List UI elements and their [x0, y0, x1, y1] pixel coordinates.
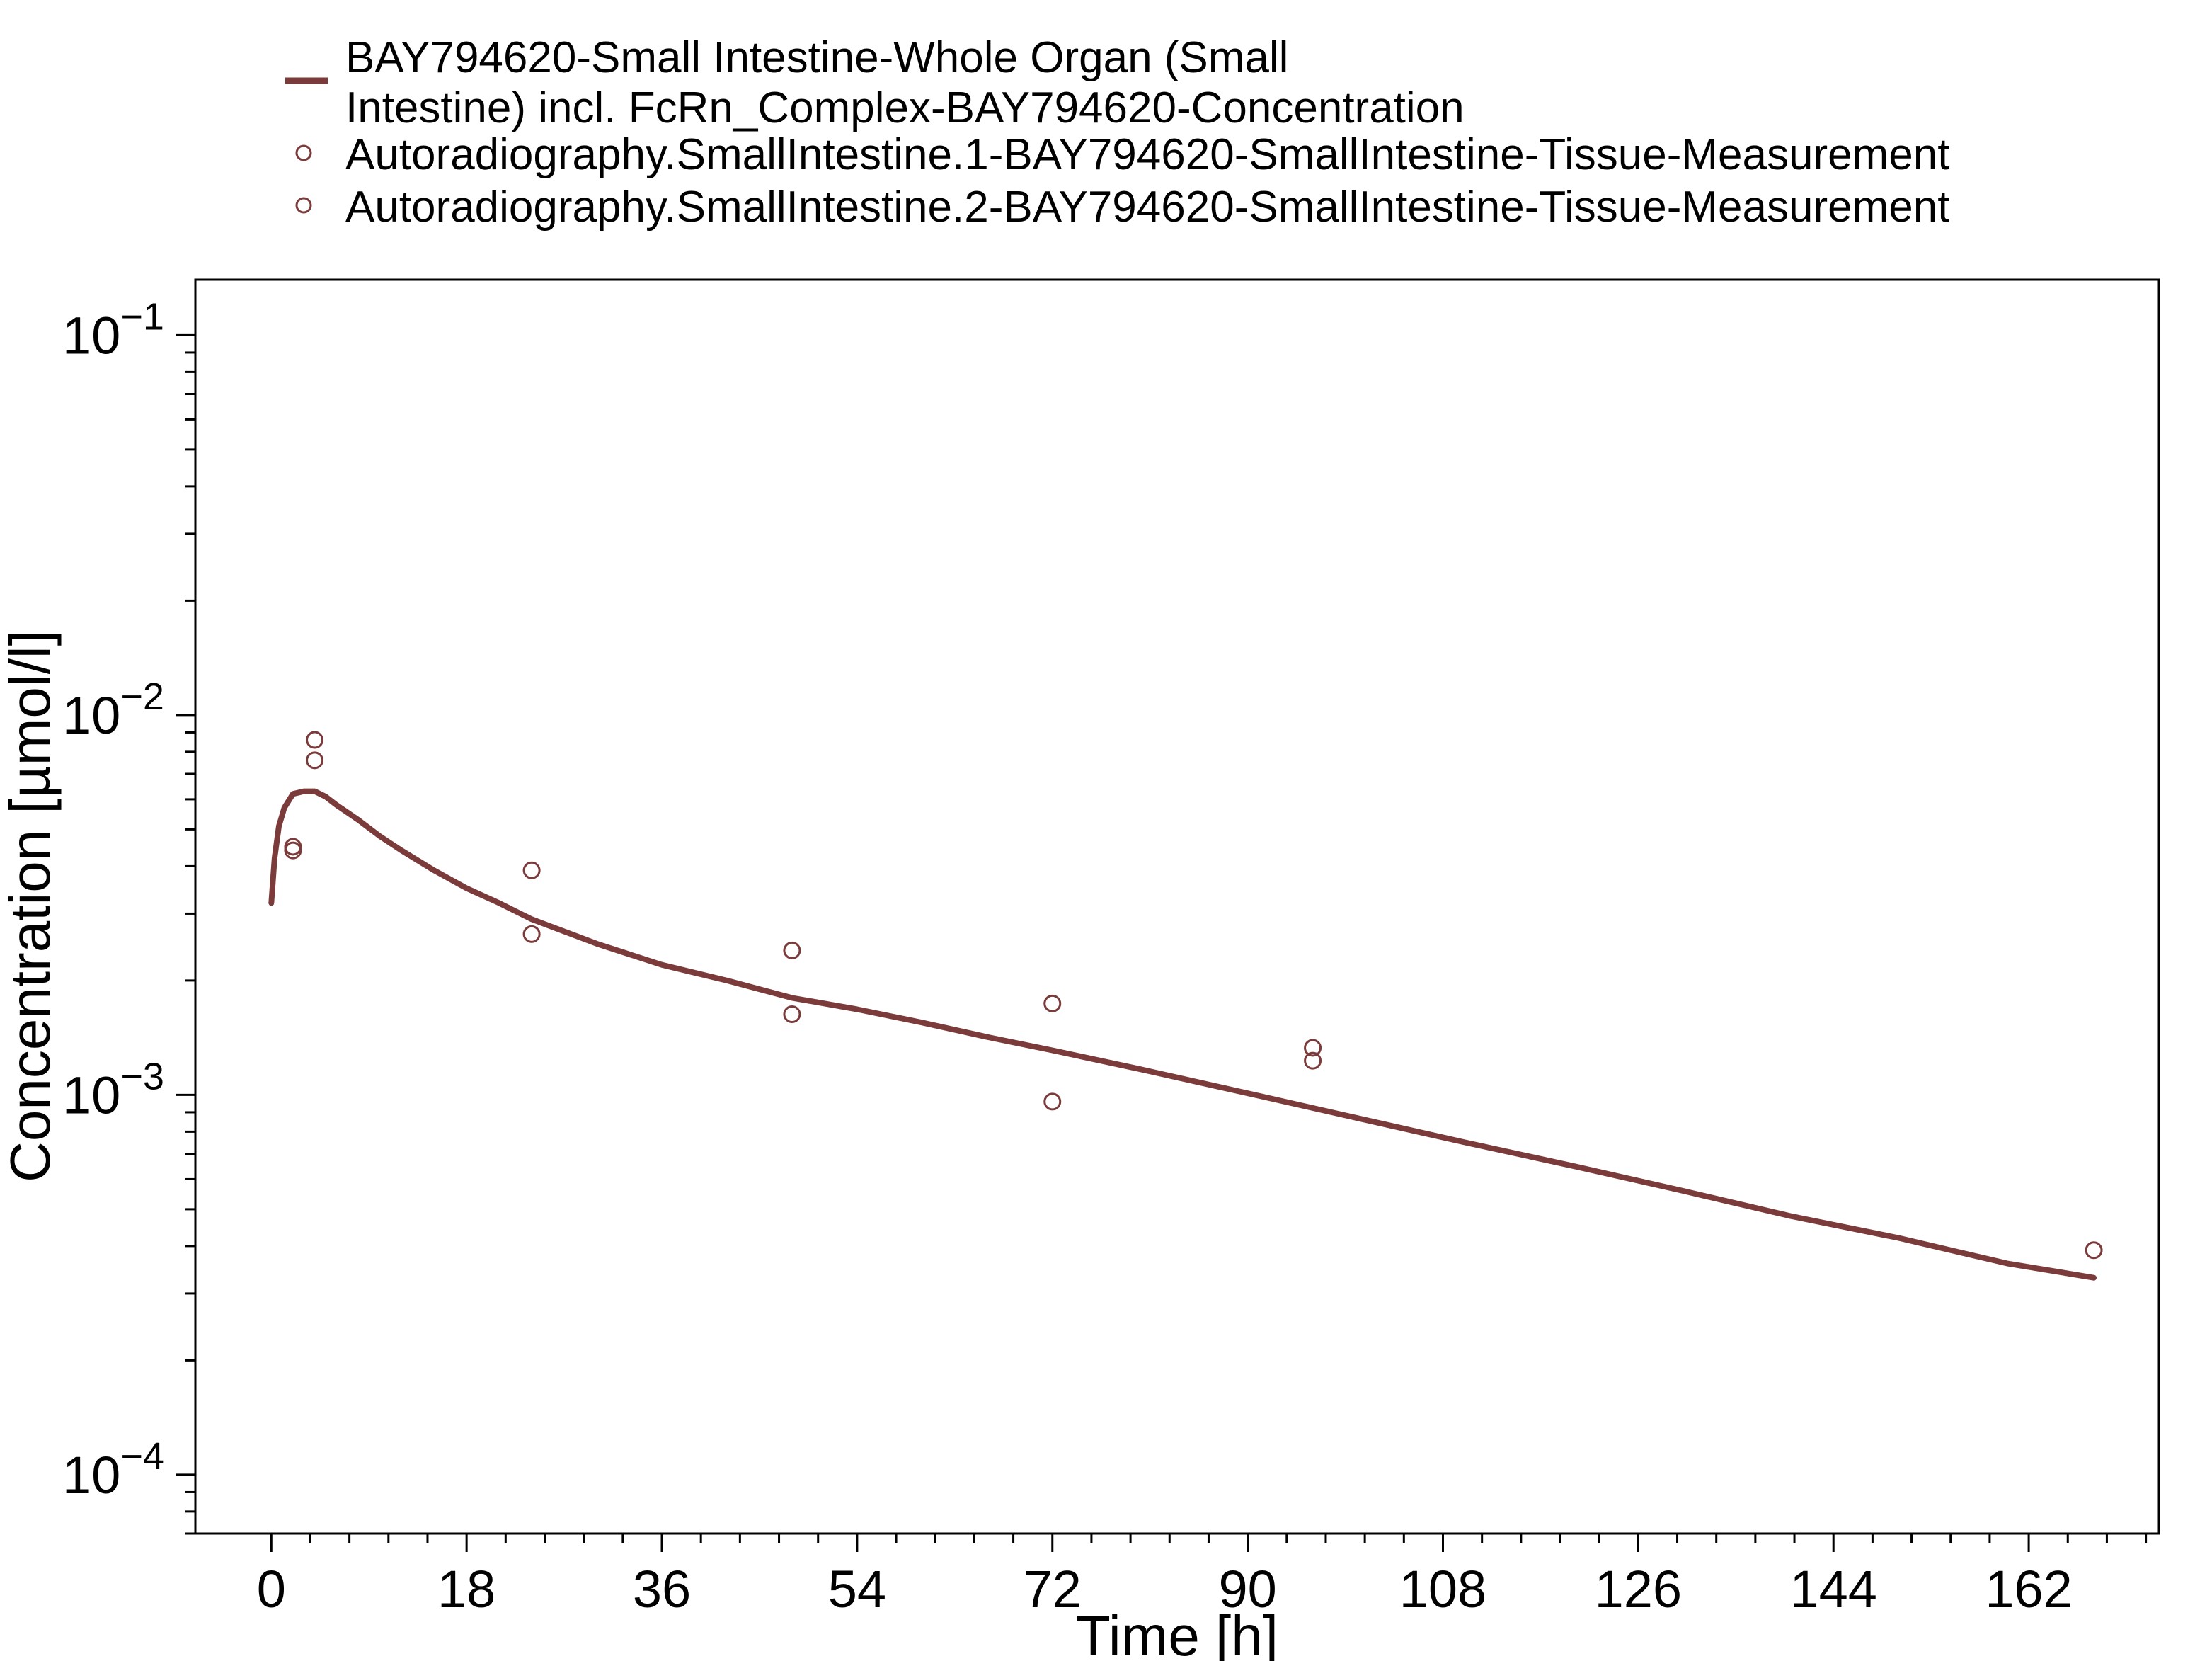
legend-marker-swatch-1: [295, 144, 312, 161]
legend-label-measurement-2: Autoradiography.SmallIntestine.2-BAY7946…: [345, 183, 1949, 232]
x-axis: 0 18 36 54 72 90 108 126 144 162: [257, 1534, 2148, 1619]
measurement-point-series-1: [2085, 1241, 2103, 1260]
measurement-point-series-1: [1043, 994, 1062, 1012]
legend-label-line-1: BAY794620-Small Intestine-Whole Organ (S…: [345, 33, 1288, 82]
simulation-curve: [268, 788, 2097, 1281]
y-tick-label: 10−4: [62, 1435, 164, 1505]
measurement-point-series-2: [1304, 1051, 1322, 1070]
x-tick-label: 36: [633, 1560, 691, 1619]
x-tick-label: 162: [1985, 1560, 2072, 1619]
measurement-point-series-1: [783, 941, 801, 959]
measurement-point-series-1: [306, 731, 324, 749]
x-axis-title: Time [h]: [1076, 1604, 1278, 1661]
x-tick-label: 90: [1218, 1560, 1276, 1619]
measurement-point-series-1: [284, 838, 302, 856]
legend-label-line-2: Intestine) incl. FcRn_Complex-BAY794620-…: [345, 84, 1465, 132]
measurement-point-series-1: [1304, 1039, 1322, 1057]
measurement-point-series-1: [522, 861, 541, 879]
y-axis: 10−1 10−2 10−3 10−4: [62, 295, 195, 1535]
y-axis-title: Concentration [µmol/l]: [0, 630, 62, 1182]
x-tick-label: 126: [1595, 1560, 1682, 1619]
x-tick-label: 144: [1789, 1560, 1876, 1619]
measurement-point-series-2: [284, 841, 302, 860]
plot-area-frame: [194, 278, 2160, 1535]
x-tick-label: 18: [437, 1560, 495, 1619]
x-tick-label: 0: [257, 1560, 286, 1619]
measurement-point-series-2: [522, 925, 541, 943]
x-tick-label: 54: [828, 1560, 886, 1619]
measurement-point-series-2: [306, 751, 324, 770]
measurement-point-series-2: [1043, 1092, 1062, 1111]
y-tick-label: 10−3: [62, 1055, 164, 1124]
plot-series: [268, 731, 2103, 1281]
x-tick-label: 72: [1024, 1560, 1082, 1619]
x-tick-label: 108: [1399, 1560, 1486, 1619]
y-tick-label: 10−2: [62, 675, 164, 745]
legend-marker-swatch-2: [295, 197, 312, 214]
measurement-point-series-2: [783, 1005, 801, 1024]
legend: BAY794620-Small Intestine-Whole Organ (S…: [285, 33, 1949, 232]
legend-label-measurement-1: Autoradiography.SmallIntestine.1-BAY7946…: [345, 130, 1949, 179]
y-tick-label: 10−1: [62, 295, 164, 365]
